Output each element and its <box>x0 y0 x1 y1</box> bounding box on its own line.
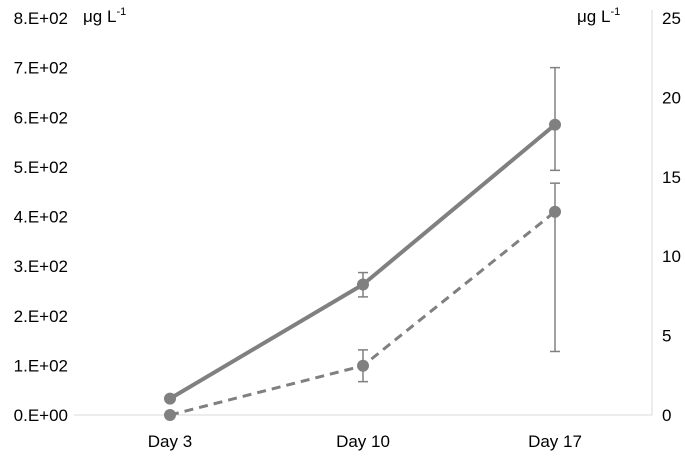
left-axis-ticks: 0.E+00 1.E+02 2.E+02 3.E+02 4.E+02 5.E+02 6.E+… <box>14 9 68 425</box>
x-axis-tick-label: Day 17 <box>528 432 582 451</box>
left-axis-tick-label: 6.E+02 <box>14 108 68 127</box>
data-point <box>549 118 561 131</box>
x-axis-ticks: Day 3 Day 10 Day 17 <box>148 432 582 451</box>
series-2 <box>164 182 561 421</box>
left-axis-tick-label: 1.E+02 <box>14 356 68 375</box>
x-axis-tick-label: Day 10 <box>336 432 390 451</box>
data-point <box>164 409 176 421</box>
left-axis-tick-label: 0.E+00 <box>14 406 68 425</box>
series-layer <box>164 66 561 421</box>
right-axis-tick-label: 20 <box>662 88 681 107</box>
right-axis-tick-label: 5 <box>662 327 671 346</box>
right-axis-tick-label: 25 <box>662 9 681 28</box>
right-axis-tick-label: 15 <box>662 168 681 187</box>
series-line <box>169 210 556 417</box>
left-axis-tick-label: 3.E+02 <box>14 257 68 276</box>
data-point <box>357 359 369 372</box>
left-axis-tick-label: 2.E+02 <box>14 307 68 326</box>
right-axis-tick-label: 0 <box>662 406 671 425</box>
data-point <box>164 392 176 405</box>
data-point <box>549 205 561 218</box>
left-axis-tick-label: 5.E+02 <box>14 158 68 177</box>
left-axis-unit-label: μg L-1 <box>83 6 126 26</box>
x-axis-tick-label: Day 3 <box>148 432 192 451</box>
left-axis-tick-label: 7.E+02 <box>14 59 68 78</box>
data-point <box>357 278 369 291</box>
right-axis-unit-label: μg L-1 <box>577 6 620 26</box>
right-axis-tick-label: 10 <box>662 247 681 266</box>
series-1 <box>164 66 561 405</box>
right-axis-ticks: 0 5 10 15 20 25 <box>662 9 681 425</box>
left-axis-tick-label: 4.E+02 <box>14 208 68 227</box>
left-axis-tick-label: 8.E+02 <box>14 9 68 28</box>
